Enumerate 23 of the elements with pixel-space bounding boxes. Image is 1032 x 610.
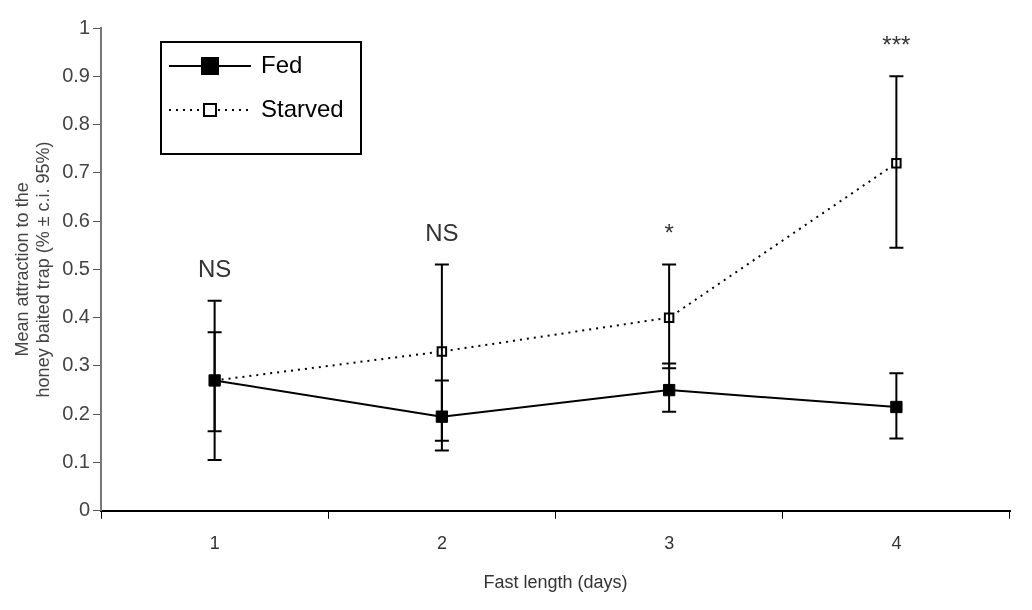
y-tick-label: 1: [78, 15, 90, 38]
y-tick-label: 0.3: [62, 353, 90, 376]
y-tick-label: 0: [78, 498, 90, 521]
annotation: ***: [882, 30, 911, 58]
y-tick-label: 0.1: [62, 450, 90, 473]
annotation: NS: [197, 255, 232, 283]
x-axis-title: Fast length (days): [483, 572, 628, 593]
y-tick-label: 0.6: [62, 208, 90, 231]
annotation: *: [664, 219, 674, 247]
x-tick-label: 4: [891, 532, 902, 553]
x-tick-label: 2: [436, 532, 447, 553]
y-tick-label: 0.4: [62, 305, 90, 328]
y-tick-label: 0.5: [62, 256, 90, 279]
y-tick-label: 0.8: [62, 112, 90, 135]
legend-label: Starved: [261, 94, 344, 122]
y-tick-label: 0.7: [62, 160, 90, 183]
annotation: NS: [425, 219, 459, 247]
y-tick-label: 0.9: [62, 63, 90, 86]
x-tick-label: 1: [209, 532, 220, 553]
y-axis-title: Mean attraction to the honey baited trap (% ± c.i. 95%): [11, 141, 54, 398]
legend-label: Fed: [261, 50, 303, 78]
x-tick-label: 3: [664, 532, 675, 553]
y-tick-label: 0.2: [62, 401, 90, 424]
